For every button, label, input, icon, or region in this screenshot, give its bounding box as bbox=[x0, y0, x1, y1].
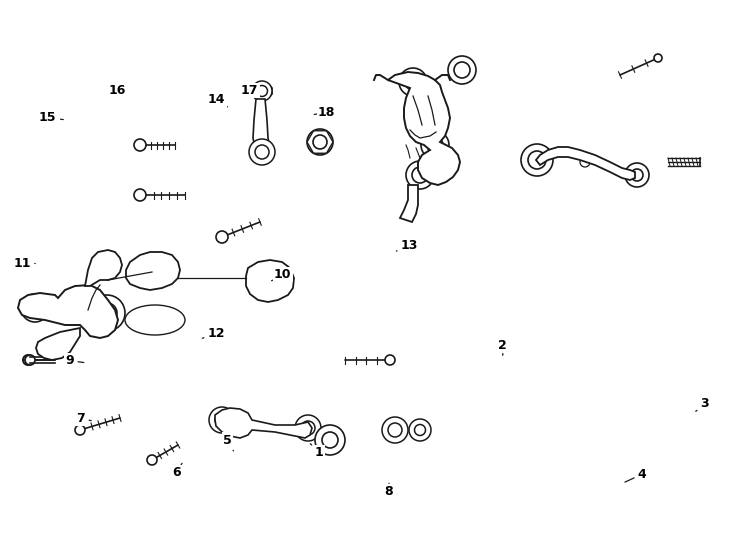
Circle shape bbox=[75, 425, 85, 435]
Text: 6: 6 bbox=[172, 463, 182, 479]
Circle shape bbox=[406, 161, 434, 189]
Polygon shape bbox=[388, 72, 460, 185]
Text: 9: 9 bbox=[65, 354, 84, 367]
Circle shape bbox=[209, 407, 235, 433]
Text: 15: 15 bbox=[39, 111, 63, 124]
Text: 10: 10 bbox=[272, 268, 291, 281]
Text: 7: 7 bbox=[76, 412, 91, 425]
Polygon shape bbox=[18, 285, 118, 338]
Circle shape bbox=[307, 129, 333, 155]
Circle shape bbox=[89, 295, 125, 331]
Circle shape bbox=[409, 419, 431, 441]
Polygon shape bbox=[400, 185, 418, 222]
Text: 1: 1 bbox=[310, 444, 324, 459]
Polygon shape bbox=[126, 252, 180, 290]
Circle shape bbox=[295, 415, 321, 441]
Circle shape bbox=[252, 81, 272, 101]
Text: 4: 4 bbox=[625, 468, 647, 482]
Circle shape bbox=[399, 68, 427, 96]
Text: 8: 8 bbox=[385, 483, 393, 498]
Polygon shape bbox=[36, 328, 80, 360]
Circle shape bbox=[654, 54, 662, 62]
Text: 13: 13 bbox=[396, 239, 418, 252]
Circle shape bbox=[385, 355, 395, 365]
Circle shape bbox=[249, 139, 275, 165]
Polygon shape bbox=[246, 260, 294, 302]
Circle shape bbox=[95, 253, 119, 277]
Circle shape bbox=[216, 231, 228, 243]
Circle shape bbox=[25, 355, 35, 365]
Circle shape bbox=[448, 56, 476, 84]
Circle shape bbox=[521, 144, 553, 176]
Circle shape bbox=[134, 189, 146, 201]
Polygon shape bbox=[215, 408, 312, 438]
Circle shape bbox=[315, 425, 345, 455]
Text: 16: 16 bbox=[109, 84, 126, 97]
Text: 14: 14 bbox=[208, 93, 228, 107]
Circle shape bbox=[23, 355, 33, 365]
Polygon shape bbox=[85, 250, 122, 286]
Polygon shape bbox=[253, 99, 270, 148]
Text: 5: 5 bbox=[223, 434, 233, 451]
Circle shape bbox=[147, 455, 157, 465]
Circle shape bbox=[421, 131, 449, 159]
Text: 3: 3 bbox=[696, 397, 709, 411]
Text: 11: 11 bbox=[13, 257, 35, 270]
Text: 18: 18 bbox=[314, 106, 335, 119]
Circle shape bbox=[134, 139, 146, 151]
Circle shape bbox=[21, 294, 49, 322]
Text: 17: 17 bbox=[241, 84, 258, 97]
Circle shape bbox=[141, 254, 169, 282]
Text: 12: 12 bbox=[203, 327, 225, 340]
Circle shape bbox=[252, 264, 288, 300]
Circle shape bbox=[625, 163, 649, 187]
Polygon shape bbox=[250, 83, 272, 99]
Circle shape bbox=[382, 417, 408, 443]
Text: 2: 2 bbox=[498, 339, 507, 355]
Polygon shape bbox=[536, 147, 635, 180]
